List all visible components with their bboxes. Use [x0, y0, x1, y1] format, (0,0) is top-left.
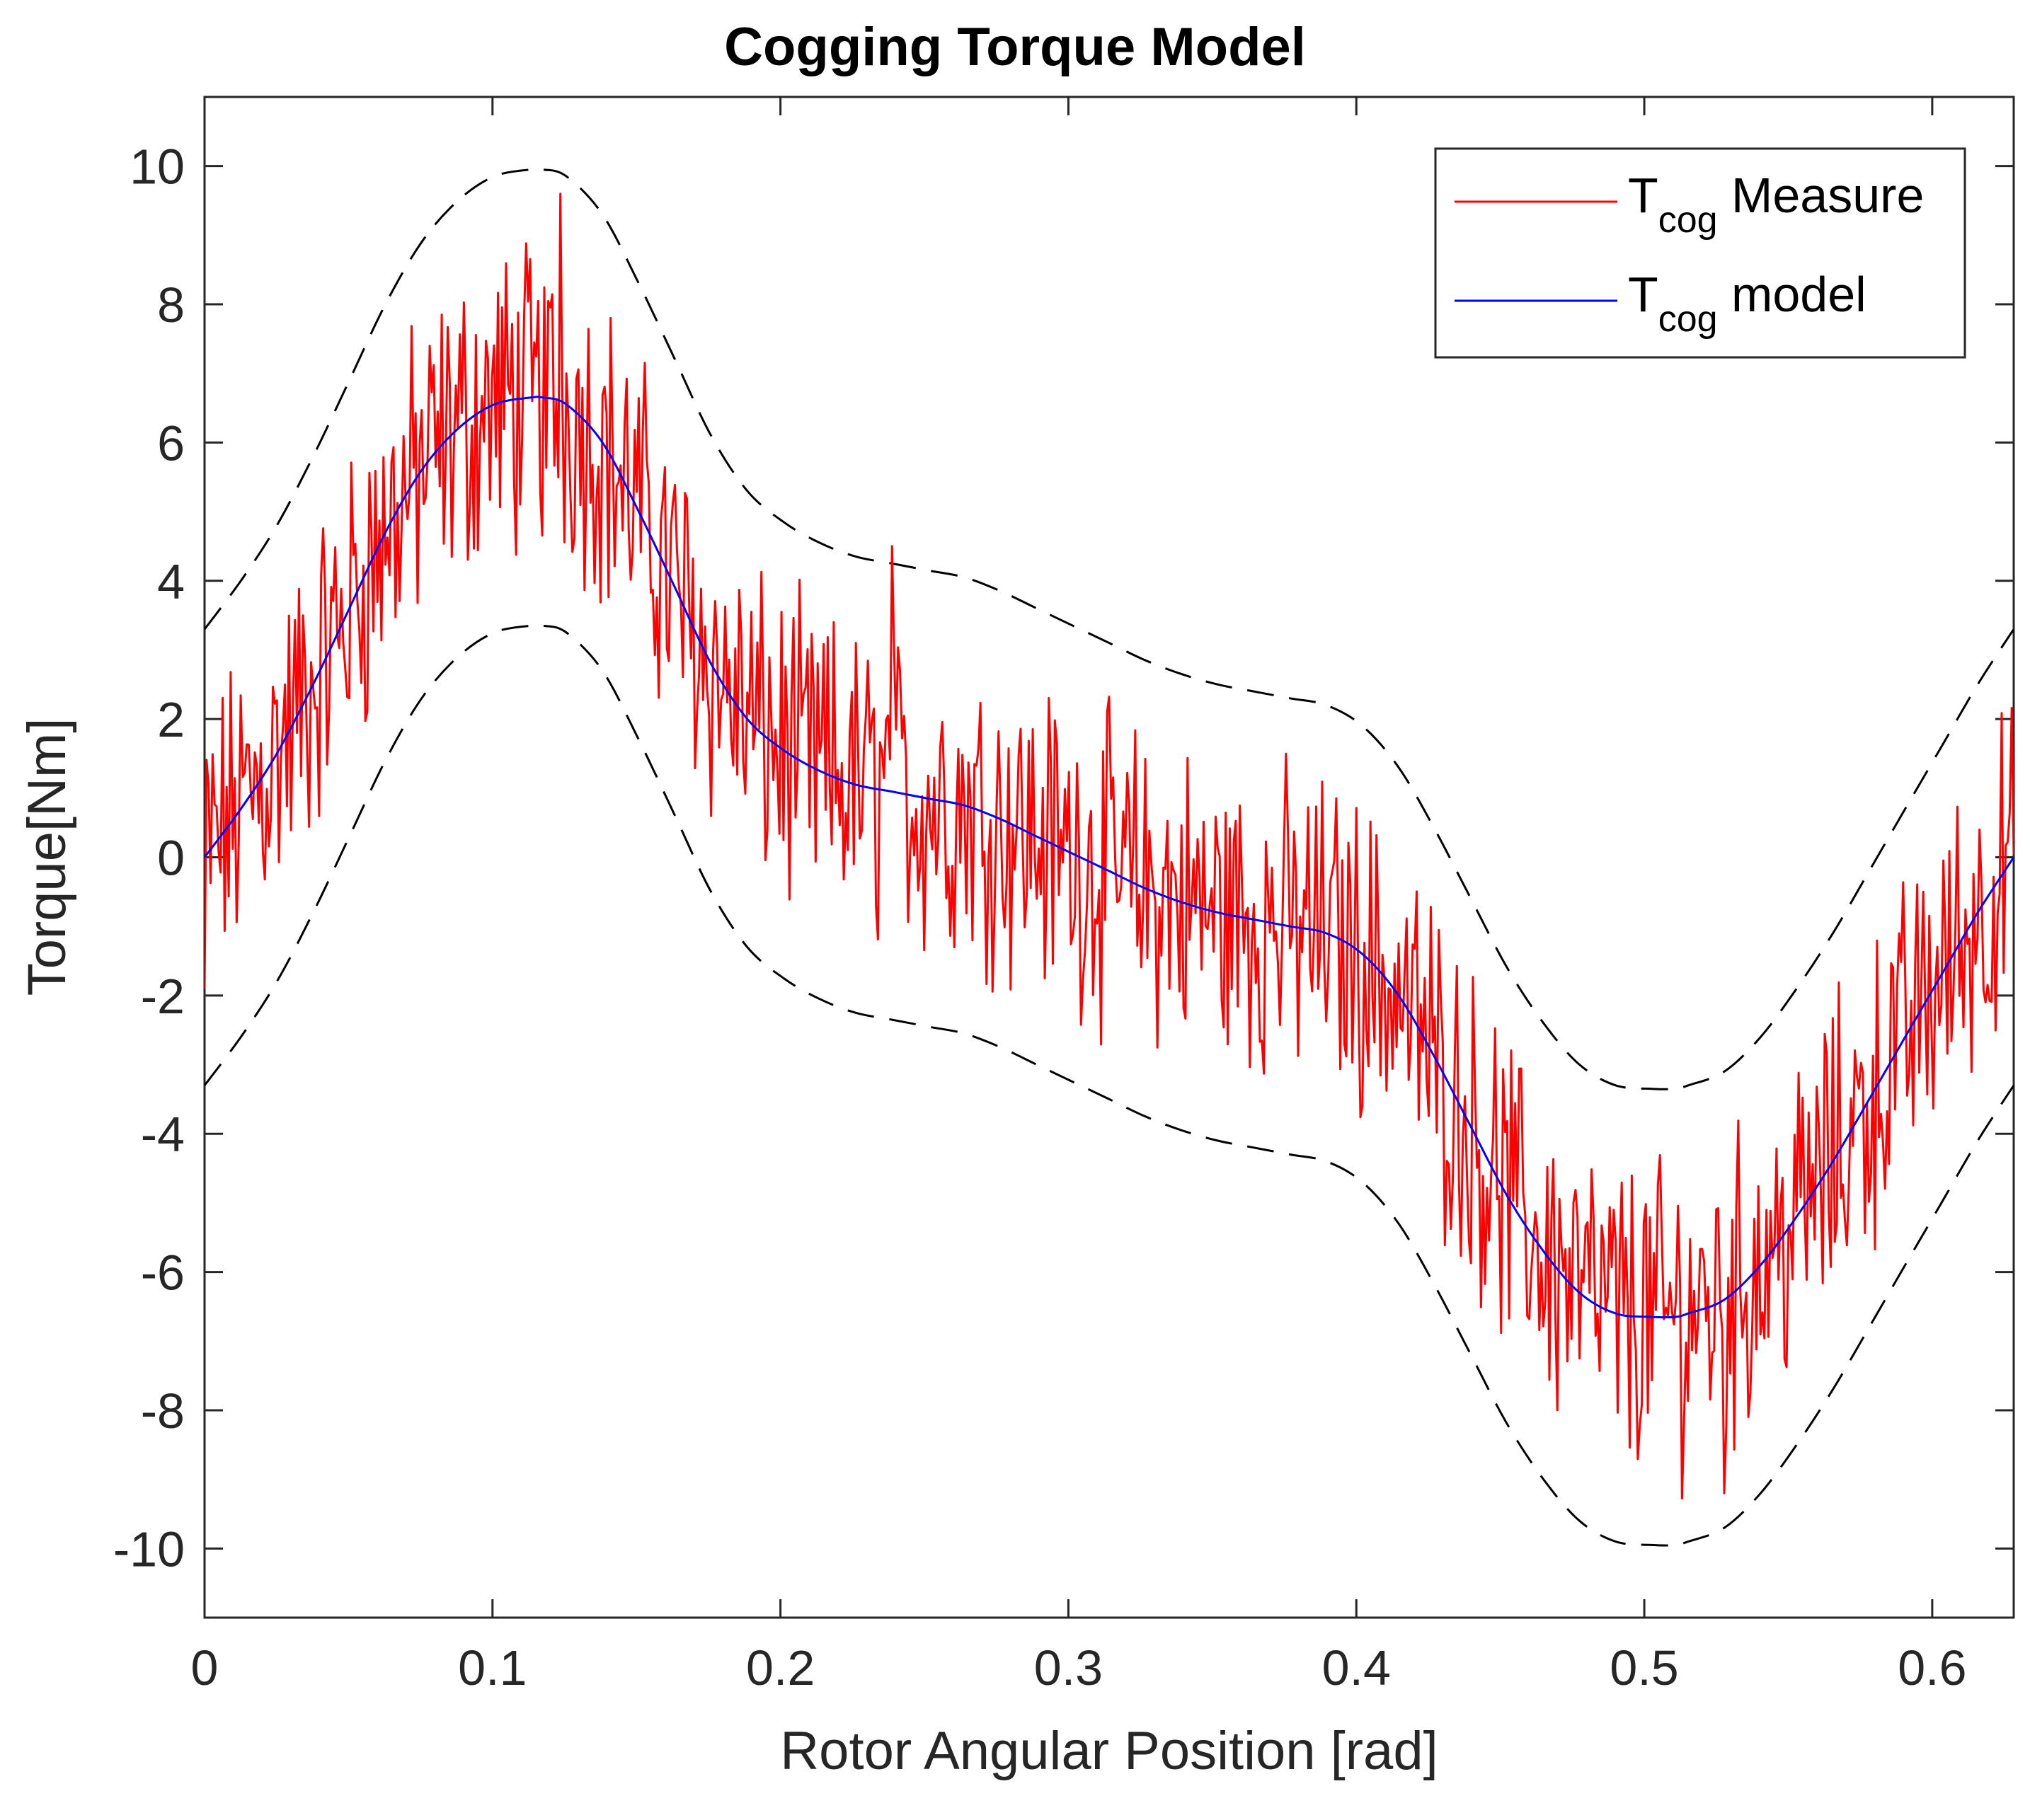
y-tick-label: -6 — [141, 1245, 185, 1301]
x-tick-label: 0.3 — [1034, 1640, 1103, 1695]
x-tick-label: 0.5 — [1610, 1640, 1678, 1695]
legend-label-model-suffix: model — [1718, 267, 1866, 322]
x-tick-label: 0.4 — [1322, 1640, 1391, 1695]
y-tick-label: -2 — [141, 969, 185, 1024]
legend: Tcog Measure Tcog model — [1434, 147, 1966, 359]
legend-label-model-sub: cog — [1658, 299, 1718, 340]
y-tick-label: 4 — [157, 554, 185, 609]
legend-label-measure: Tcog Measure — [1628, 168, 1924, 241]
series-layer — [205, 167, 2014, 1547]
model-line — [205, 396, 2014, 1319]
x-axis: 0 0.1 0.2 0.3 0.4 0.5 0.6 — [191, 97, 1967, 1695]
upper-bound-line — [205, 167, 2014, 1090]
y-tick-label: 8 — [157, 277, 185, 333]
y-tick-label: -4 — [141, 1107, 185, 1162]
x-tick-label: 0.2 — [746, 1640, 815, 1695]
y-axis-label: Torque[Nm] — [17, 718, 77, 996]
x-axis-label: Rotor Angular Position [rad] — [780, 1721, 1438, 1781]
y-tick-label: 6 — [157, 415, 185, 471]
y-tick-label: 2 — [157, 692, 185, 747]
lower-bound-line — [205, 623, 2014, 1547]
legend-box — [1434, 147, 1966, 359]
legend-label-model-main: T — [1628, 267, 1658, 322]
legend-label-measure-sub: cog — [1658, 200, 1718, 241]
legend-label-model: Tcog model — [1628, 267, 1866, 340]
y-tick-label: -8 — [141, 1383, 185, 1439]
y-tick-label: 0 — [157, 831, 185, 886]
legend-label-measure-suffix: Measure — [1718, 168, 1925, 223]
y-axis: -10 -8 -6 -4 -2 0 2 4 6 8 10 — [113, 139, 2014, 1577]
measure-line — [205, 192, 2014, 1500]
x-tick-label: 0 — [191, 1640, 219, 1695]
y-tick-label: 10 — [130, 139, 185, 195]
x-tick-label: 0.6 — [1898, 1640, 1966, 1695]
x-tick-label: 0.1 — [458, 1640, 527, 1695]
y-tick-label: -10 — [113, 1521, 185, 1577]
chart-title: Cogging Torque Model — [724, 17, 1306, 77]
legend-label-measure-main: T — [1628, 168, 1658, 223]
